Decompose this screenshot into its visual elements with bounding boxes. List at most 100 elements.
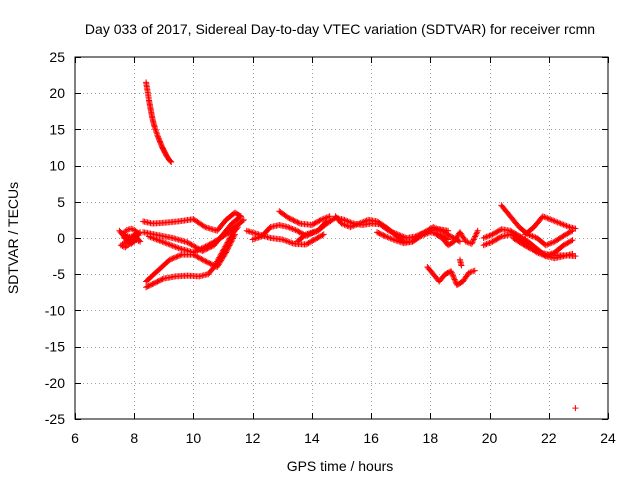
data-point <box>201 244 208 251</box>
data-point <box>382 233 389 240</box>
data-point <box>202 258 209 265</box>
data-point <box>483 233 490 240</box>
data-point <box>320 231 327 238</box>
data-point <box>556 219 563 226</box>
data-point <box>542 242 549 249</box>
data-point <box>287 216 294 223</box>
data-point <box>146 282 153 289</box>
data-point <box>458 262 465 269</box>
series-arc-p <box>498 202 576 249</box>
data-point <box>286 215 293 222</box>
data-point <box>490 237 497 244</box>
data-point <box>200 257 207 264</box>
data-point <box>507 227 514 234</box>
data-point <box>315 234 322 241</box>
data-point <box>388 235 395 242</box>
data-point <box>173 253 180 260</box>
data-point <box>289 225 296 232</box>
data-point <box>168 256 175 263</box>
series-arc-e <box>143 231 238 285</box>
data-point <box>156 237 163 244</box>
data-point <box>470 236 477 243</box>
data-point <box>157 277 164 284</box>
data-point <box>211 238 218 245</box>
data-point <box>448 268 455 275</box>
data-point <box>553 218 560 225</box>
data-point <box>239 217 246 224</box>
data-point <box>159 238 166 245</box>
data-point <box>565 223 572 230</box>
x-tick-label: 6 <box>71 430 79 446</box>
data-point <box>449 271 456 278</box>
data-point <box>375 229 382 236</box>
data-point <box>210 262 217 269</box>
data-point <box>295 228 302 235</box>
data-point <box>175 252 182 259</box>
data-point <box>379 231 386 238</box>
data-point <box>302 241 309 248</box>
data-point <box>166 241 173 248</box>
data-point <box>195 254 202 261</box>
data-point <box>202 243 209 250</box>
data-point <box>204 259 211 266</box>
data-point <box>316 217 323 224</box>
data-point <box>146 233 153 240</box>
data-point <box>126 240 133 247</box>
data-point <box>422 231 429 238</box>
data-point <box>468 240 475 247</box>
data-point <box>560 232 567 239</box>
data-point <box>305 240 312 247</box>
series-arc-s <box>510 235 579 260</box>
data-point <box>326 213 333 220</box>
data-point <box>206 260 213 267</box>
data-point <box>548 216 555 223</box>
data-point <box>545 215 552 222</box>
data-point <box>563 222 570 229</box>
data-point <box>480 235 487 241</box>
data-point <box>450 273 457 280</box>
data-point <box>564 240 571 247</box>
data-point <box>168 242 175 249</box>
data-point <box>387 235 394 242</box>
data-point <box>154 237 161 244</box>
data-point <box>288 239 295 246</box>
data-point <box>197 255 204 262</box>
data-point <box>206 241 213 248</box>
data-point <box>557 220 564 227</box>
data-point <box>285 214 292 221</box>
data-point <box>526 245 533 252</box>
data-point <box>236 214 243 221</box>
data-point <box>301 232 308 239</box>
data-point <box>224 246 231 253</box>
y-tick-label: 10 <box>49 158 65 174</box>
data-point <box>225 245 232 252</box>
data-point <box>293 218 300 225</box>
data-point <box>572 405 579 412</box>
data-point <box>174 244 181 251</box>
data-point <box>283 238 290 245</box>
data-point <box>488 231 495 238</box>
y-tick-label: 20 <box>49 85 65 101</box>
data-point <box>240 216 247 223</box>
data-point <box>145 282 152 289</box>
data-point <box>448 233 455 240</box>
data-point <box>209 240 216 247</box>
data-point <box>286 224 293 231</box>
data-point <box>380 232 387 239</box>
data-point <box>548 239 555 246</box>
data-point <box>565 239 572 246</box>
data-point <box>525 244 532 251</box>
data-point <box>237 213 244 220</box>
data-point <box>568 237 575 244</box>
data-point <box>309 237 316 244</box>
x-tick-label: 24 <box>600 430 616 446</box>
data-point <box>290 217 297 224</box>
data-point <box>198 245 205 252</box>
data-point <box>230 234 237 241</box>
data-point <box>207 240 214 247</box>
data-point <box>351 222 358 229</box>
data-point <box>550 217 557 224</box>
data-point <box>223 249 230 256</box>
data-point <box>474 229 481 236</box>
data-point <box>418 232 425 239</box>
